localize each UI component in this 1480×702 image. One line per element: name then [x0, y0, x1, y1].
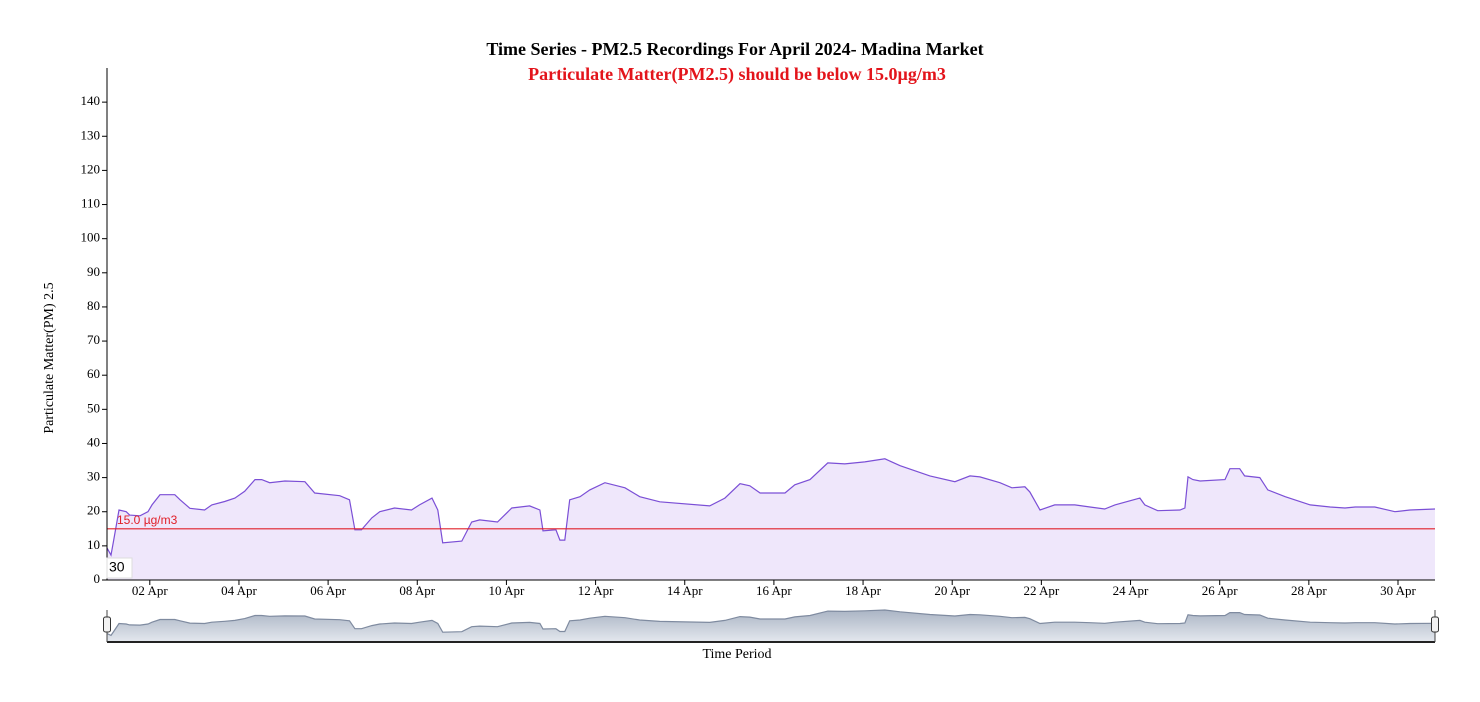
badge: 30	[109, 559, 125, 575]
y-tick-label: 30	[87, 469, 100, 484]
y-tick-label: 120	[81, 161, 101, 176]
chart-title: Time Series - PM2.5 Recordings For April…	[486, 39, 983, 59]
y-tick-label: 140	[81, 93, 101, 108]
series-line	[106, 458, 1436, 557]
y-tick-label: 60	[87, 366, 100, 381]
y-tick-label: 90	[87, 264, 100, 279]
y-tick-label: 40	[87, 434, 100, 449]
y-tick-label: 100	[81, 230, 101, 245]
x-tick-label: 04 Apr	[221, 583, 257, 598]
badge-box	[106, 557, 133, 579]
x-tick-label: 02 Apr	[132, 583, 168, 598]
navigator-line	[106, 609, 1436, 637]
y-tick-label: 10	[87, 537, 100, 552]
x-tick-label: 08 Apr	[399, 583, 435, 598]
x-tick-label: 10 Apr	[489, 583, 525, 598]
y-tick-label: 20	[87, 503, 100, 518]
x-tick-label: 06 Apr	[310, 583, 346, 598]
y-tick-label: 80	[87, 298, 100, 313]
x-tick-label: 24 Apr	[1113, 583, 1149, 598]
x-tick-label: 28 Apr	[1291, 583, 1327, 598]
x-tick-label: 26 Apr	[1202, 583, 1238, 598]
y-tick-label: 70	[87, 332, 100, 347]
x-tick-label: 12 Apr	[578, 583, 614, 598]
x-axis-label: Time Period	[702, 647, 771, 662]
navigator-area	[107, 610, 1435, 642]
y-tick-label: 110	[81, 196, 100, 211]
x-tick-label: 18 Apr	[845, 583, 881, 598]
x-tick-label: 30 Apr	[1380, 583, 1416, 598]
y-tick-label: 130	[81, 127, 101, 142]
x-tick-label: 16 Apr	[756, 583, 792, 598]
x-tick-label: 20 Apr	[934, 583, 970, 598]
y-tick-label: 0	[94, 571, 101, 586]
x-tick-label: 14 Apr	[667, 583, 703, 598]
navigator-handle[interactable]	[103, 616, 111, 633]
threshold-label: 15.0 µg/m3	[117, 513, 178, 527]
y-tick-label: 50	[87, 400, 100, 415]
navigator-handle[interactable]	[1431, 616, 1439, 633]
x-tick-label: 22 Apr	[1023, 583, 1059, 598]
chart-subtitle: Particulate Matter(PM2.5) should be belo…	[528, 64, 946, 85]
area-fill	[107, 458, 1435, 580]
y-axis-label: Particulate Matter(PM) 2.5	[42, 282, 57, 433]
